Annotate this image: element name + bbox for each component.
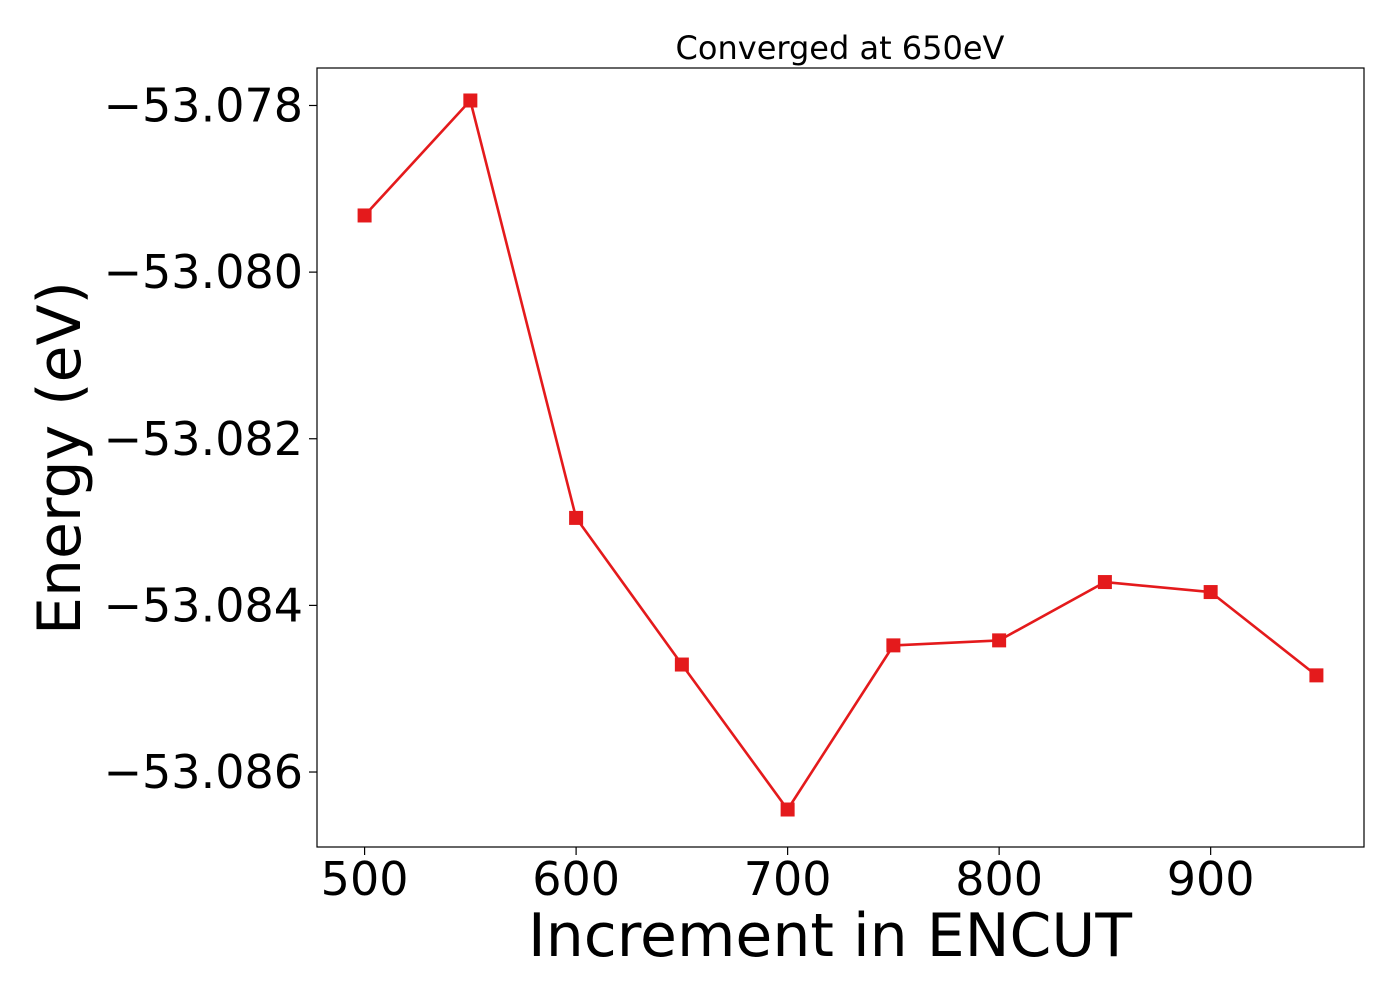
x-tick-label: 500	[321, 852, 409, 906]
data-point-marker	[463, 93, 478, 108]
y-tick-label: −53.086	[104, 745, 304, 799]
x-tick-label: 700	[744, 852, 832, 906]
y-tick-label: −53.084	[104, 578, 304, 632]
data-point-marker	[886, 638, 901, 653]
plot-frame	[316, 67, 1365, 848]
data-point-marker	[569, 510, 584, 525]
x-axis-label: Increment in ENCUT	[528, 901, 1132, 971]
data-point-marker	[992, 633, 1007, 648]
data-point-marker	[1097, 575, 1112, 590]
data-point-marker	[1309, 668, 1324, 683]
data-point-marker	[674, 657, 689, 672]
data-point-marker	[1203, 585, 1218, 600]
x-tick-label: 800	[955, 852, 1043, 906]
y-tick-label: −53.078	[104, 78, 304, 132]
x-tick-label: 900	[1167, 852, 1255, 906]
data-series	[357, 93, 1324, 817]
x-axis-ticks: 500 600 700 800 900	[321, 847, 1255, 906]
data-point-marker	[780, 802, 795, 817]
y-tick-label: −53.082	[104, 412, 304, 466]
y-axis-ticks: −53.078 −53.080 −53.082 −53.084 −53.086	[104, 78, 317, 799]
chart-title: Converged at 650eV	[676, 29, 1005, 67]
x-tick-label: 600	[532, 852, 620, 906]
y-axis-label: Energy (eV)	[25, 281, 95, 635]
series-line	[363, 99, 1318, 811]
y-tick-label: −53.080	[104, 245, 304, 299]
data-point-marker	[357, 208, 372, 223]
